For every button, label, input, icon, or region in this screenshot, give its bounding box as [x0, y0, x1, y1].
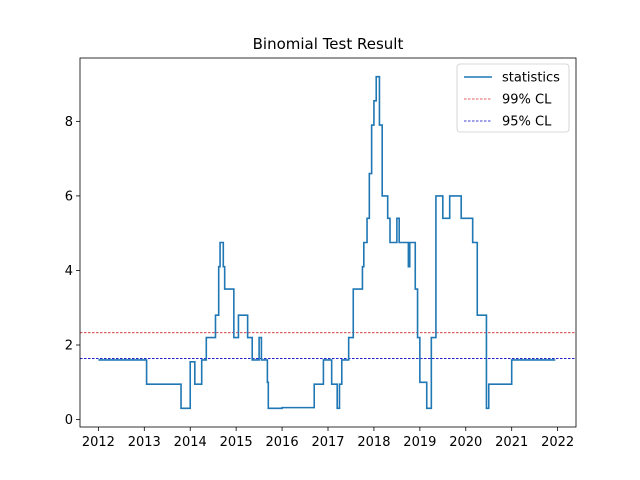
x-tick-label-2013: 2013 [128, 435, 161, 450]
y-tick-label-0: 0 [65, 413, 73, 428]
legend-label-0: statistics [502, 71, 560, 86]
x-tick-label-2016: 2016 [266, 435, 299, 450]
series-line-statistics [98, 75, 556, 410]
plot-area [80, 75, 576, 410]
x-tick-label-2022: 2022 [541, 435, 574, 450]
x-tick-label-2020: 2020 [449, 435, 482, 450]
legend-label-1: 99% CL [502, 93, 552, 108]
legend-label-2: 95% CL [502, 115, 552, 130]
x-tick-label-2015: 2015 [220, 435, 253, 450]
y-tick-label-4: 4 [65, 264, 73, 279]
legend-box [456, 63, 570, 133]
chart-title: Binomial Test Result [253, 35, 404, 53]
x-tick-label-2017: 2017 [311, 435, 344, 450]
x-tick-label-2019: 2019 [403, 435, 436, 450]
x-tick-label-2021: 2021 [495, 435, 528, 450]
x-tick-label-2012: 2012 [82, 435, 115, 450]
x-tick-label-2018: 2018 [357, 435, 390, 450]
x-tick-label-2014: 2014 [174, 435, 207, 450]
axes: 2012 2013 2014 2015 2016 2017 2018 2019 2020 2021… [65, 57, 577, 450]
y-tick-label-8: 8 [65, 115, 73, 130]
legend: statistics 99% CL 95% CL [456, 63, 570, 133]
y-tick-label-2: 2 [65, 339, 73, 354]
y-tick-label-6: 6 [65, 189, 73, 204]
